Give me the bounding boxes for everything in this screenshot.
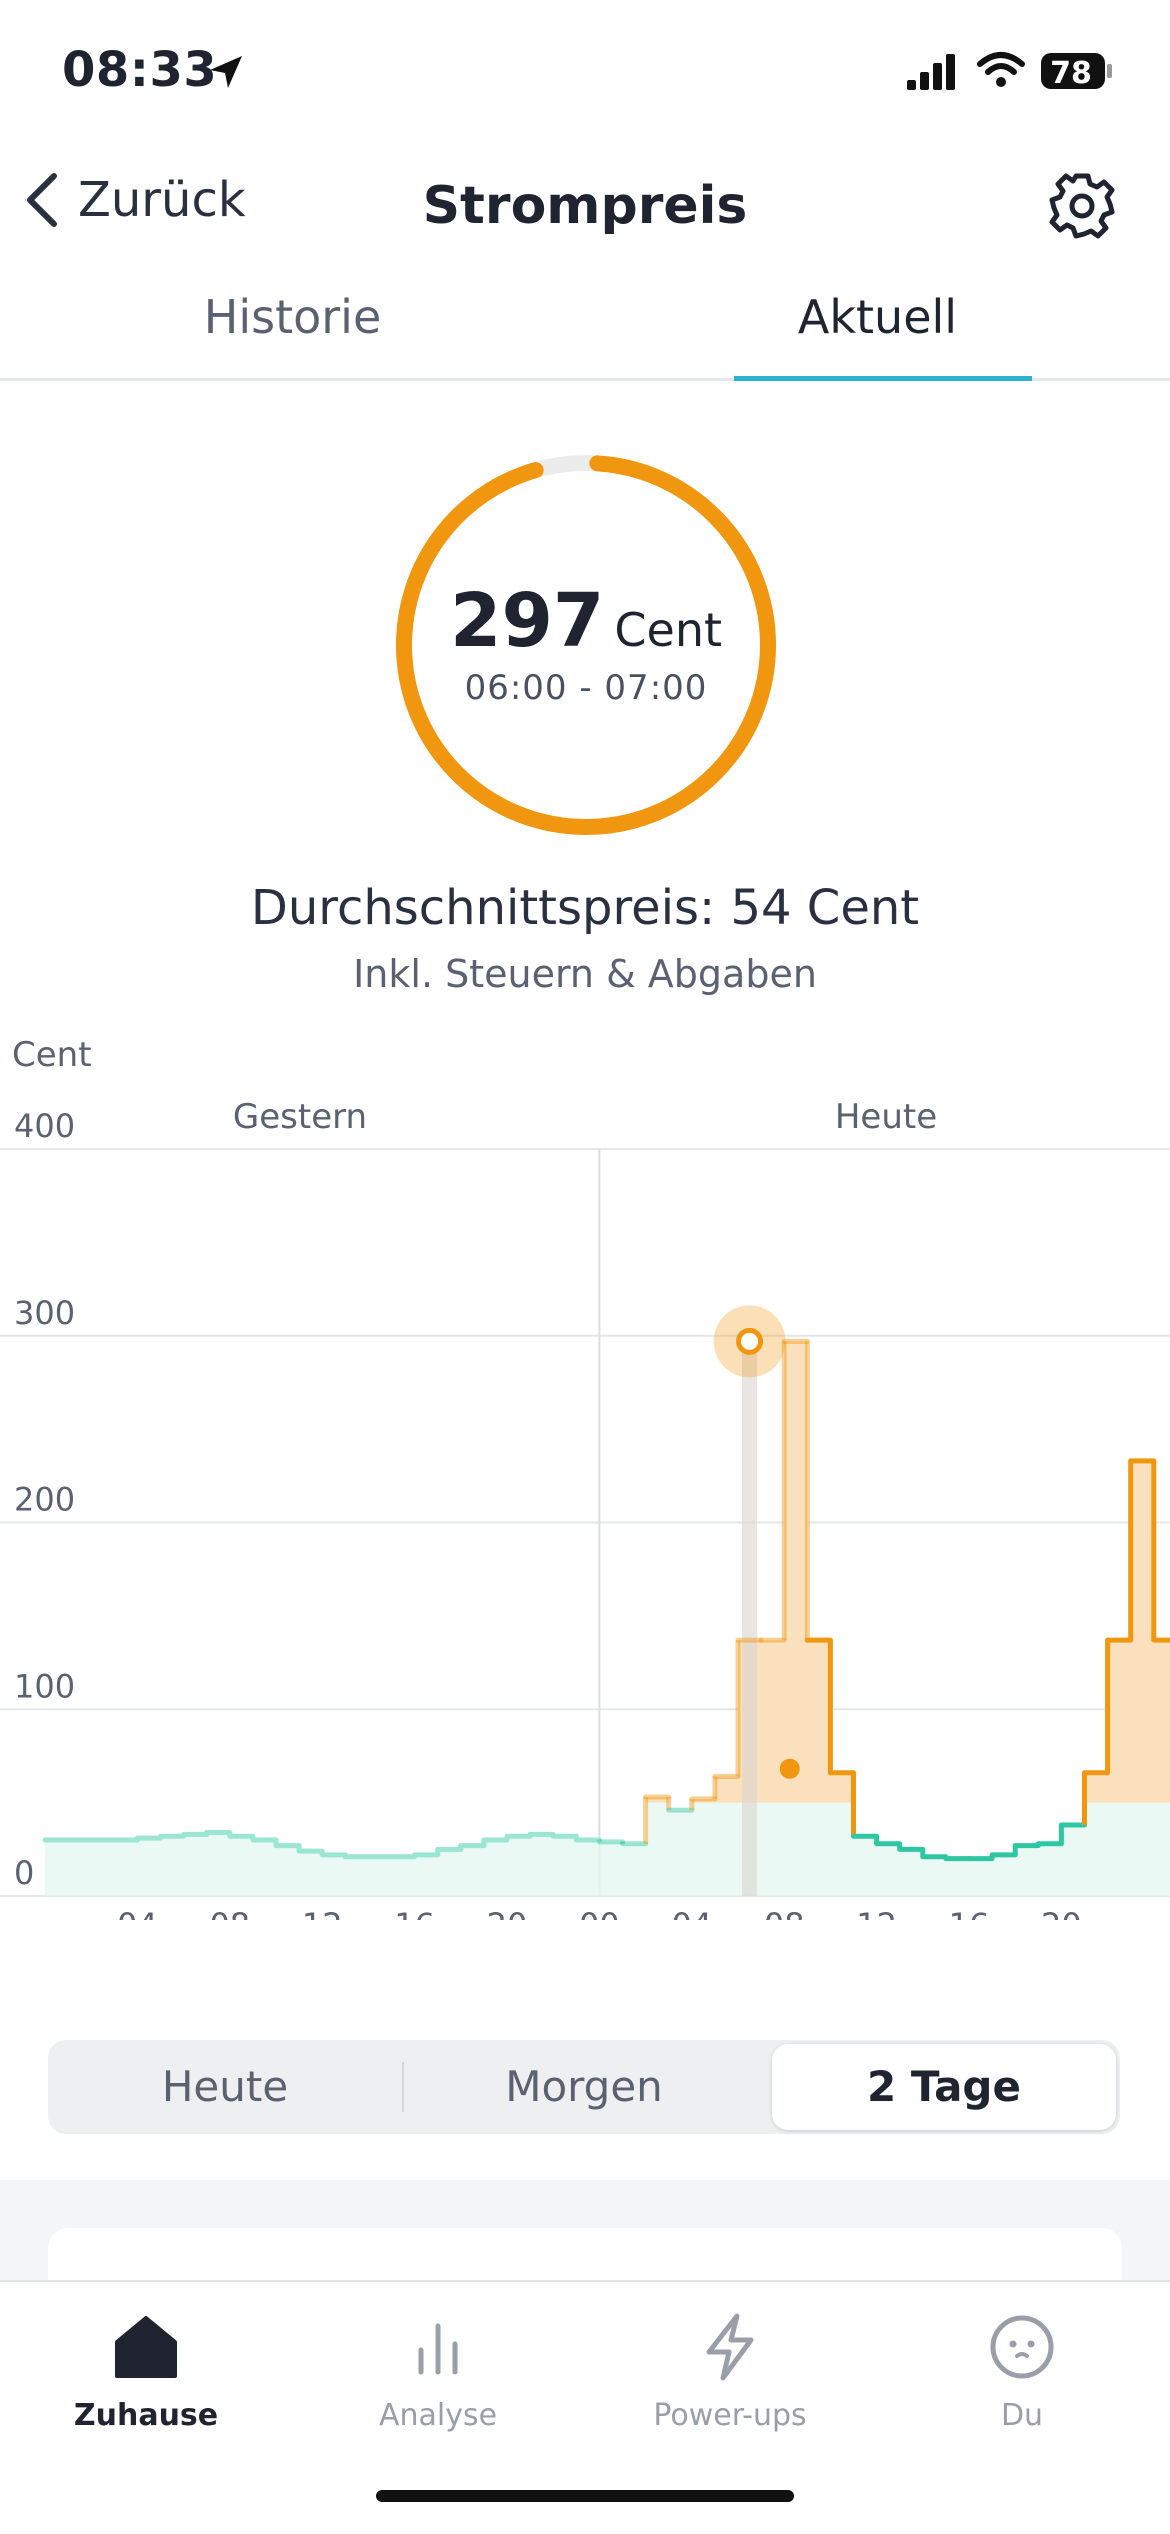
x-tick-label: 16 xyxy=(394,1906,435,1920)
location-arrow-icon xyxy=(210,56,242,88)
page-title: Strompreis xyxy=(422,176,748,236)
back-button[interactable]: Zurück xyxy=(20,170,246,230)
settings-gear-icon[interactable] xyxy=(1046,170,1118,242)
current-price-unit: Cent xyxy=(614,603,723,657)
selected-hour-column xyxy=(742,1341,758,1896)
y-tick-label: 400 xyxy=(14,1107,75,1145)
tab-historie[interactable]: Historie xyxy=(203,290,382,344)
cheap-area-fill xyxy=(45,1802,1170,1896)
wifi-icon xyxy=(977,52,1025,87)
tabbar-label-analyse: Analyse xyxy=(378,2398,498,2433)
current-price: 297 Cent xyxy=(393,578,779,664)
x-tick-label: 12 xyxy=(856,1906,897,1920)
home-indicator xyxy=(376,2490,794,2502)
y-tick-label: 300 xyxy=(14,1294,75,1332)
section-label-gestern: Gestern xyxy=(233,1097,367,1137)
range-selector-separator xyxy=(402,2062,404,2112)
y-tick-label: 0 xyxy=(14,1854,34,1892)
status-time: 08:33 xyxy=(62,42,218,98)
current-time-range: 06:00 - 07:00 xyxy=(464,668,708,708)
x-tick-label: 04 xyxy=(671,1906,712,1920)
x-tick-label: 08 xyxy=(209,1906,250,1920)
tab-divider xyxy=(0,378,1170,381)
y-axis-unit: Cent xyxy=(12,1035,92,1075)
selected-point[interactable] xyxy=(736,1327,764,1355)
range-selector-active-bg xyxy=(772,2044,1116,2130)
bar-chart-icon xyxy=(418,2323,458,2375)
tabbar-item-power-ups[interactable]: Power-ups xyxy=(584,2310,876,2433)
home-icon xyxy=(115,2316,177,2378)
tab-aktuell[interactable]: Aktuell xyxy=(797,290,958,344)
info-card xyxy=(48,2228,1122,2288)
y-tick-label: 100 xyxy=(14,1667,75,1705)
back-label: Zurück xyxy=(78,172,246,228)
battery-percentage: 78 xyxy=(1050,56,1092,91)
expensive-area-fill xyxy=(645,1341,1170,1803)
tabbar-item-du[interactable]: Du xyxy=(876,2310,1168,2433)
x-tick-label: 12 xyxy=(302,1906,343,1920)
range-option-morgen[interactable]: Morgen xyxy=(505,2062,663,2111)
chevron-left-icon xyxy=(27,173,57,227)
range-selector: Heute Morgen 2 Tage xyxy=(48,2040,1120,2134)
face-icon xyxy=(990,2315,1054,2379)
current-time-point xyxy=(779,1758,800,1779)
cellular-signal-icon xyxy=(907,54,955,90)
tabbar-label-zuhause: Zuhause xyxy=(73,2398,219,2433)
y-tick-label: 200 xyxy=(14,1481,75,1519)
battery-icon xyxy=(1041,53,1112,89)
x-tick-label: 04 xyxy=(117,1906,158,1920)
x-tick-label: 20 xyxy=(1041,1906,1082,1920)
average-price: Durchschnittspreis: 54 Cent xyxy=(250,880,920,936)
x-tick-label: 08 xyxy=(764,1906,805,1920)
tabbar-item-zuhause[interactable]: Zuhause xyxy=(0,2310,292,2433)
price-chart[interactable]: Cent 400 300 200 100 0 Gestern Heute 04 08 12 16 20 0… xyxy=(0,1020,1170,1920)
current-price-value: 297 xyxy=(449,578,605,664)
price-ring xyxy=(396,455,776,835)
section-label-heute: Heute xyxy=(835,1097,937,1137)
tabbar-label-du: Du xyxy=(1000,2398,1044,2433)
x-tick-label: 16 xyxy=(949,1906,990,1920)
active-tab-indicator xyxy=(734,376,1032,381)
average-note: Inkl. Steuern & Abgaben xyxy=(353,952,817,996)
lightning-icon xyxy=(706,2313,754,2381)
x-tick-label: 00 xyxy=(579,1906,620,1920)
range-option-2-tage[interactable]: 2 Tage xyxy=(867,2062,1021,2111)
bottom-tab-bar: Zuhause Analyse Power-ups Du xyxy=(0,2280,1170,2534)
x-tick-label: 20 xyxy=(487,1906,528,1920)
tabbar-item-analyse[interactable]: Analyse xyxy=(292,2310,584,2433)
range-option-heute[interactable]: Heute xyxy=(161,2062,289,2111)
tabbar-label-power-ups: Power-ups xyxy=(653,2398,807,2433)
